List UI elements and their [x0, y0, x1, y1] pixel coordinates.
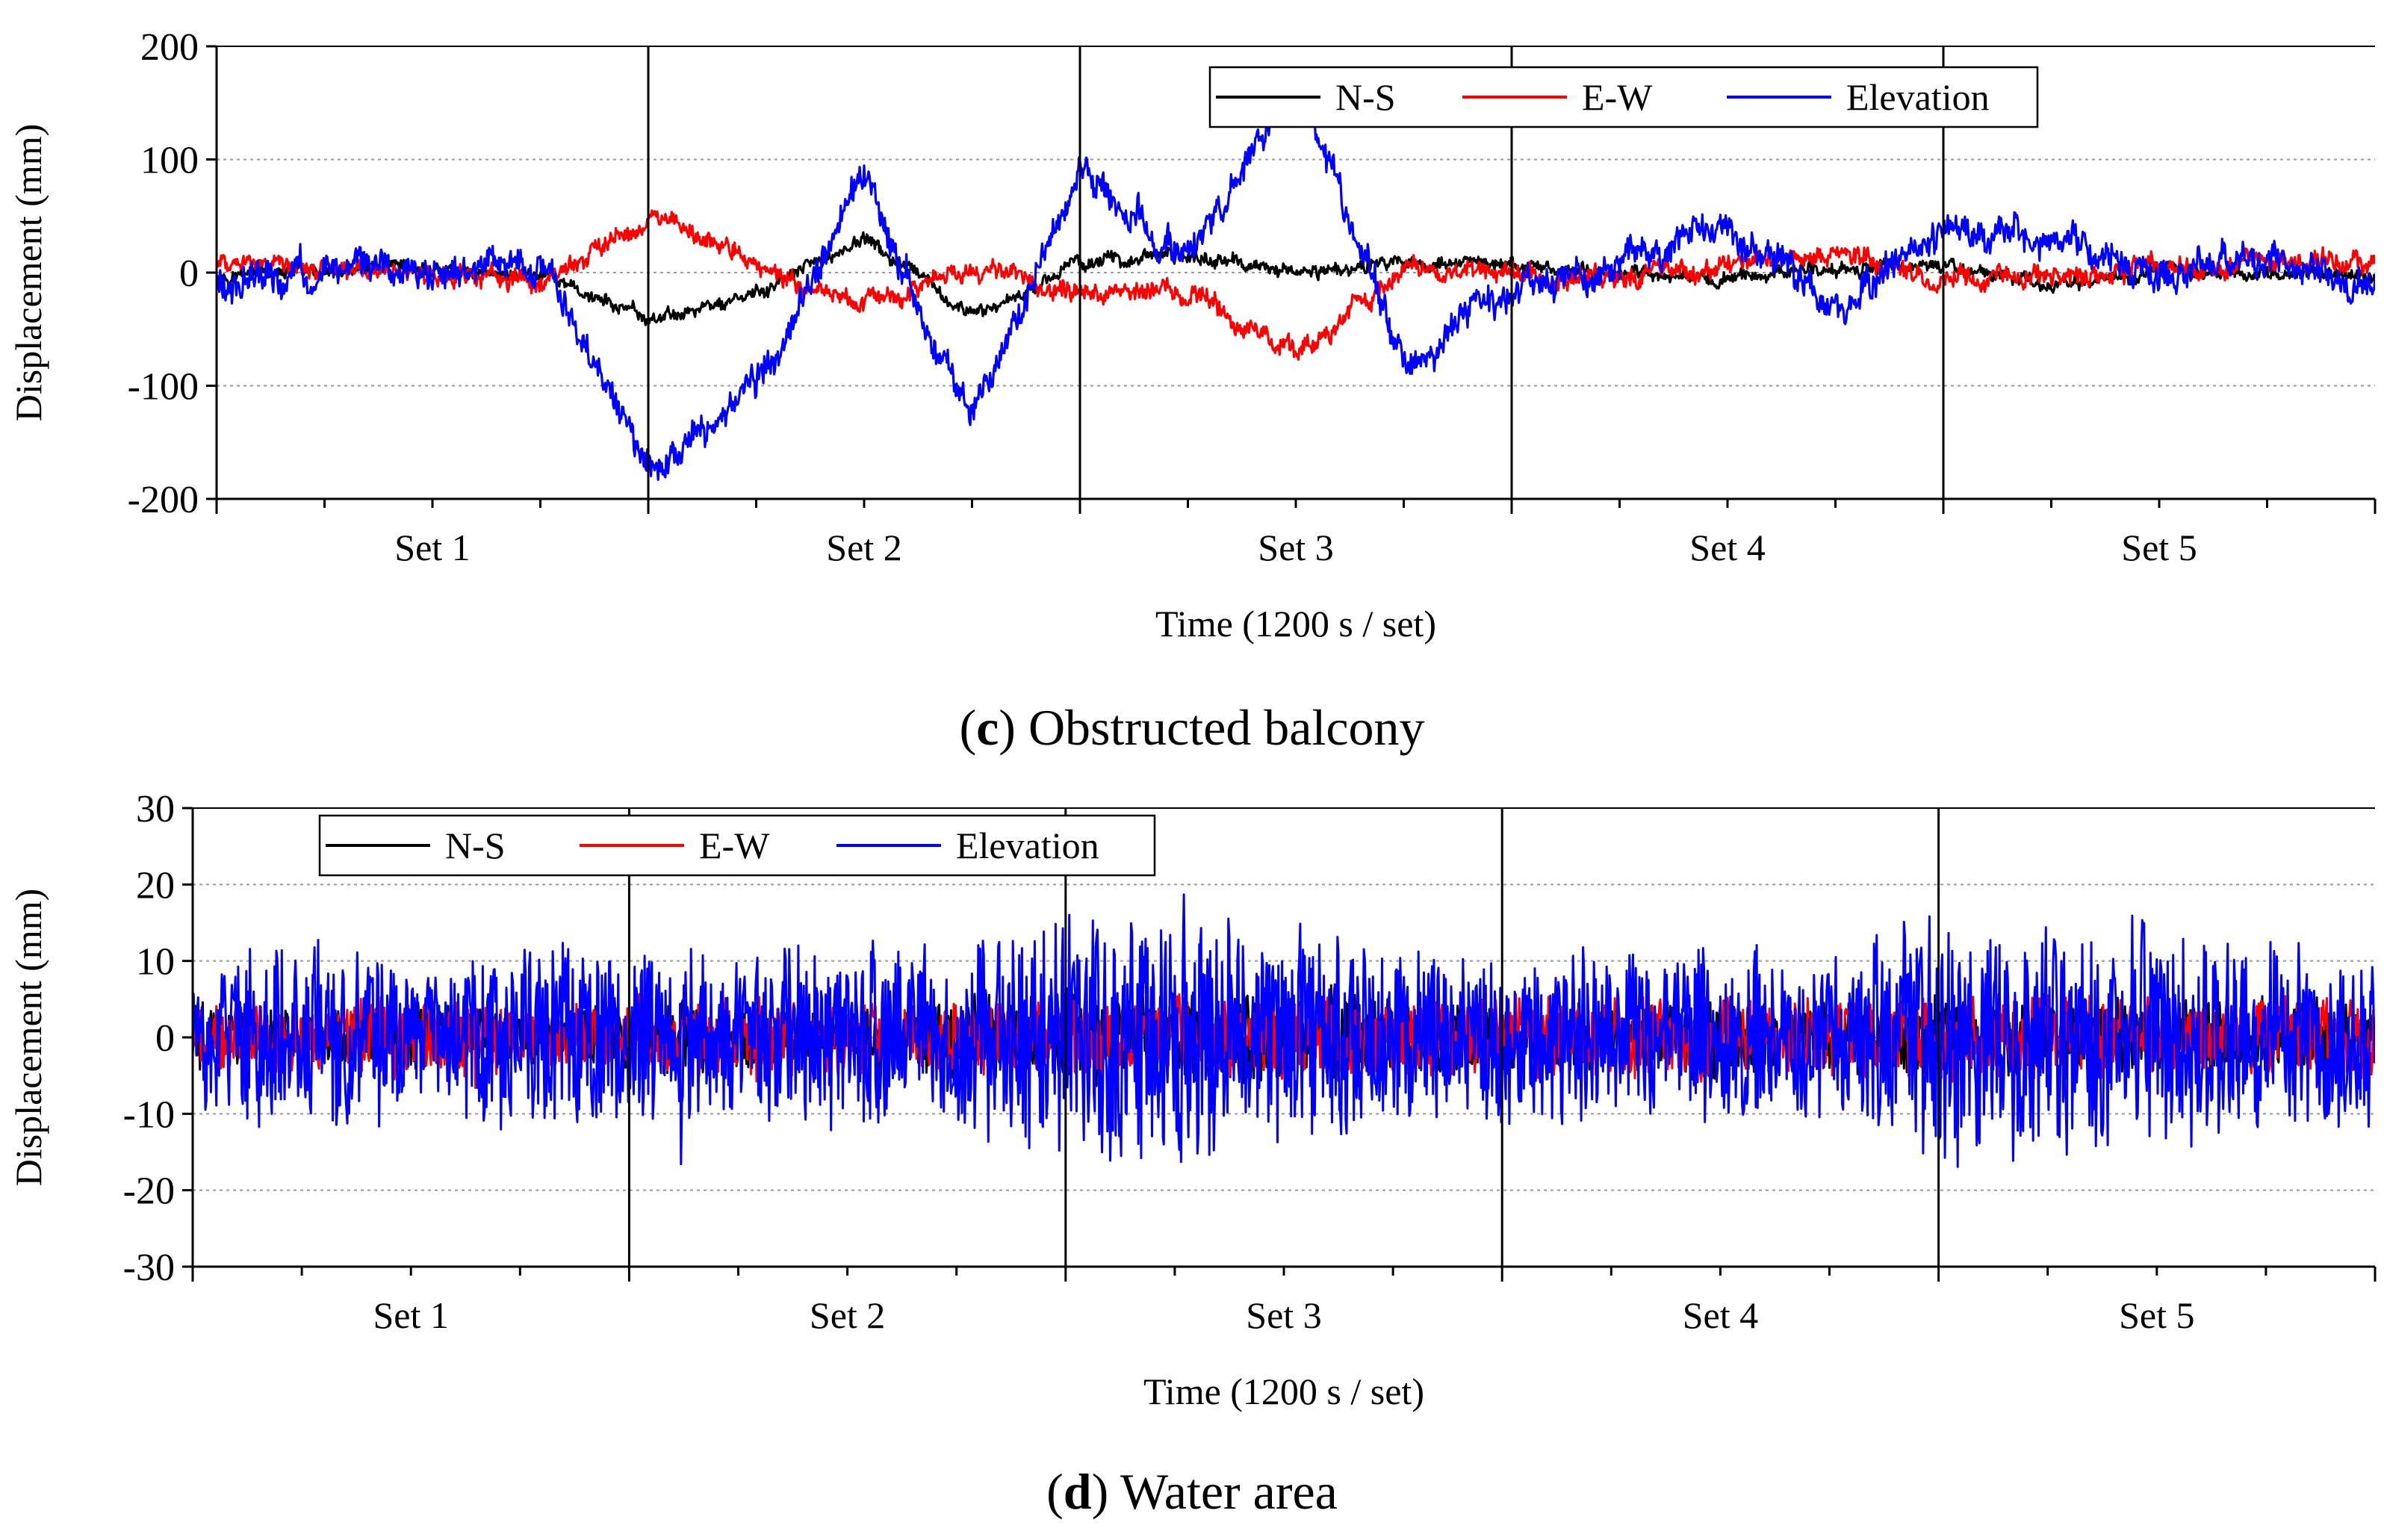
caption-d: (d) Water area [1046, 1463, 1338, 1520]
legend-label-n-s: N-S [445, 825, 506, 866]
x-category-label: Set 4 [1683, 1294, 1758, 1336]
legend: N-S E-W Elevation [1208, 66, 2039, 128]
x-category-label: Set 3 [1246, 1294, 1321, 1336]
y-tick-label: 0 [155, 1017, 175, 1060]
legend-box [1208, 66, 2039, 128]
x-axis-title: Time (1200 s / set) [1155, 603, 1436, 645]
y-tick-label: 200 [140, 26, 199, 69]
y-tick-label: 10 [136, 941, 175, 984]
x-category-label: Set 1 [373, 1294, 448, 1336]
legend-label-elevation: Elevation [1846, 76, 1990, 118]
y-tick-label: 100 [140, 140, 199, 182]
series-line-e-w [217, 209, 2375, 361]
caption-d-letter: d [1063, 1463, 1092, 1520]
y-axis-title: Displacement (mm) [7, 124, 49, 422]
legend-label-e-w: E-W [699, 825, 770, 866]
x-category-label: Set 2 [826, 527, 901, 568]
y-axis-title: Displacement (mm) [7, 889, 49, 1187]
x-category-label: Set 3 [1258, 527, 1333, 568]
legend: N-S E-W Elevation [318, 814, 1156, 877]
caption-d-text: Water area [1120, 1463, 1338, 1520]
y-tick-label: 0 [179, 252, 199, 295]
legend-box [318, 814, 1156, 877]
legend-label-e-w: E-W [1582, 76, 1653, 118]
legend-label-n-s: N-S [1335, 76, 1396, 118]
x-category-label: Set 5 [2121, 527, 2197, 568]
y-tick-label: -100 [128, 366, 199, 409]
chart-panel-d: 30 20 10 0 -10 -20 -30 Set 1 Set 2 Set 3 Set 4 Set … [7, 788, 2377, 1412]
y-tick-label: -20 [123, 1170, 175, 1213]
y-tick-label: -200 [128, 479, 199, 521]
x-category-label: Set 5 [2119, 1294, 2194, 1336]
x-category-label: Set 1 [394, 527, 470, 568]
y-tick-label: -30 [123, 1246, 175, 1289]
x-category-label: Set 2 [810, 1294, 885, 1336]
caption-c-letter: c [976, 699, 999, 756]
chart-panel-c: 200 100 0 -100 -200 Set 1 Set 2 Set 3 Set 4 Set 5… [7, 26, 2377, 645]
series-line-elevation [193, 893, 2375, 1168]
caption-c: (c) Obstructed balcony [959, 699, 1425, 756]
x-axis-title: Time (1200 s / set) [1143, 1370, 1424, 1412]
y-tick-label: 20 [136, 864, 175, 907]
legend-label-elevation: Elevation [956, 825, 1099, 866]
y-tick-label: -10 [123, 1093, 175, 1136]
caption-c-text: Obstructed balcony [1028, 699, 1425, 756]
x-category-label: Set 4 [1689, 527, 1765, 568]
y-tick-label: 30 [136, 788, 175, 830]
